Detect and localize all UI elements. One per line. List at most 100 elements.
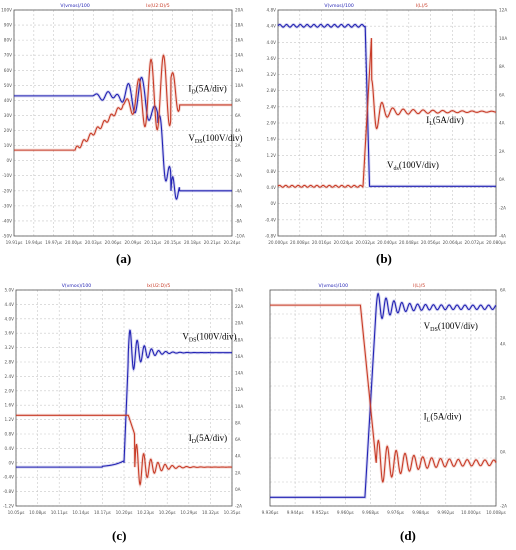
panel-a: V(vmos)/100 Ix(U2:D)/5 100V 90V 80V 70V 60V 50V… [0,0,252,270]
y-right-tick-label: -10A [235,234,245,239]
header-right: Ix(U2:D)/5 [146,3,170,9]
header-left: V(vmos)/100 [62,283,92,289]
y-left-tick-label: 3.2V [266,72,276,77]
y-left-tick-label: 50V [4,83,12,88]
y-right-tick-label: 12A [235,68,243,73]
series-line-0 [270,292,497,498]
x-tick-label: 9.952μs [312,510,329,515]
annotation-label: ID(5A/div) [189,433,227,445]
y-left-tick-label: -10V [2,173,12,178]
y-left-tick-label: -50V [2,234,12,239]
y-right-tick-label: 10A [235,83,243,88]
x-tick-label: 20.040μs [377,240,397,245]
x-tick-label: 9.936μs [262,510,279,515]
y-right-tick-label: 24A [235,288,243,293]
x-tick-label: 9.960μs [337,510,354,515]
x-tick-label: 10.32μs [202,510,219,515]
series-line-0 [14,76,232,200]
x-tick-label: 9.944μs [287,510,304,515]
y-right-tick-label: 2A [499,149,505,154]
x-tick-label: 10.20μs [116,510,133,515]
annotation-label: ID(5A/div) [188,83,226,95]
y-right-tick-label: 12A [235,387,243,392]
y-right-tick-label: 4A [499,121,505,126]
y-left-tick-label: 10V [4,143,12,148]
y-right-tick-label: -2A [500,504,507,509]
plot-area [270,290,496,506]
y-left-tick-label: -0.8V [3,489,14,494]
x-tick-label: 9.984μs [412,510,429,515]
x-tick-label: 9.976μs [387,510,404,515]
x-tick-label: 20.008μs [290,240,310,245]
y-left-tick-label: 1.2V [4,417,14,422]
x-tick-label: 10.05μs [8,510,25,515]
y-left-tick-label: 4.8V [266,8,276,13]
y-left-tick-label: -20V [2,188,12,193]
x-tick-label: 20.03μs [85,240,102,245]
x-tick-label: 10.17μs [94,510,111,515]
x-tick-label: 10.14μs [72,510,89,515]
plot-frame [15,289,233,507]
x-tick-label: 20.00μs [65,240,82,245]
series-line-1 [16,414,232,486]
y-right-tick-label: -4A [499,234,506,239]
y-right-tick-label: 10A [235,404,243,409]
chart-b-svg: V(vmos)/100 I(L)/5 4.8V 4.4V 4.0V 3.6V 3.2V 2.8… [265,3,507,245]
y-left-tick-label: 2.0V [266,121,276,126]
y-right-tick-label: 6A [499,92,505,97]
chart-a-svg: V(vmos)/100 Ix(U2:D)/5 100V 90V 80V 70V 60V 50V… [1,3,245,245]
y-right-tick-label: 4A [500,342,506,347]
y-left-tick-label: 60V [4,68,12,73]
y-left-tick-label: 0.8V [4,432,14,437]
y-right-tick-label: 16A [235,38,243,43]
series-line-1 [270,304,497,483]
x-tick-label: 10.08μs [29,510,46,515]
header-left: V(vmos)/100 [60,3,90,9]
series-line-0 [16,329,232,468]
annotation-label: VDS(100V/div) [182,332,236,344]
x-tick-label: 20.048μs [399,240,419,245]
y-left-tick-label: 4.0V [4,316,14,321]
y-left-tick-label: 70V [4,53,12,58]
y-left-tick-label: 2.8V [266,88,276,93]
y-right-tick-label: 8A [235,420,241,425]
x-tick-label: 19.94μs [25,240,42,245]
annotation-label: IL(5A/div) [424,412,462,424]
y-right-tick-label: 14A [235,53,243,58]
y-left-tick-label: 5.0V [4,288,14,293]
x-tick-label: 9.992μs [437,510,454,515]
x-tick-label: 9.968μs [362,510,379,515]
plot-frame [13,9,233,237]
panel-label-c: (c) [112,528,127,543]
y-right-tick-label: 12A [499,8,507,13]
y-right-tick-label: 10A [499,36,507,41]
annotation-label: VDS(100V/div) [424,321,478,333]
y-right-tick-label: -8A [235,218,242,223]
x-tick-label: 10.29μs [180,510,197,515]
y-left-tick-label: 0V [6,158,12,163]
x-tick-label: 20.24μs [224,240,241,245]
y-left-tick-label: 1.6V [266,137,276,142]
y-left-tick-label: 0.8V [266,169,276,174]
y-left-tick-label: 4.4V [266,24,276,29]
x-tick-label: 10.000μs [461,510,481,515]
x-tick-label: 20.056μs [421,240,441,245]
y-right-tick-label: 20A [235,321,243,326]
y-left-tick-label: 3.6V [266,56,276,61]
annotation-label: VDS(100V/div) [188,133,242,145]
y-left-tick-label: 80V [4,38,12,43]
header-right: I(L)/5 [416,3,428,9]
header-left: V(vmos)/100 [319,283,349,289]
y-right-tick-label: 6A [235,113,241,118]
y-left-tick-label: 0V [8,460,14,465]
y-left-tick-label: 2.0V [4,388,14,393]
y-right-tick-label: 2A [235,470,241,475]
x-tick-label: 20.06μs [105,240,122,245]
y-right-tick-label: 0A [499,177,505,182]
plot-area [14,10,232,236]
y-right-tick-label: 2A [235,143,241,148]
x-tick-label: 20.12μs [144,240,161,245]
y-right-tick-label: -4A [235,188,242,193]
x-tick-label: 20.21μs [204,240,221,245]
x-tick-label: 20.016μs [312,240,332,245]
